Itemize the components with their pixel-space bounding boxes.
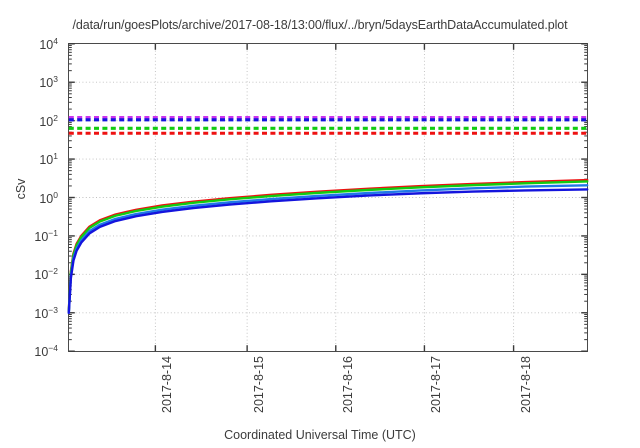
accumulated-dose-lightblue [67, 184, 589, 314]
y-tick-label: 10−3 [34, 304, 58, 321]
x-tick-label: 2017-8-16 [340, 356, 355, 414]
x-tick-label: 2017-8-18 [518, 356, 533, 414]
data-curves [67, 178, 589, 314]
y-tick-label: 104 [39, 35, 58, 52]
y-tick-label: 103 [39, 74, 58, 91]
accumulated-dose-green [67, 180, 589, 313]
accumulated-dose-blue [67, 188, 589, 314]
x-tick-label: 2017-8-15 [252, 356, 267, 414]
accumulated-dose-red [67, 178, 589, 313]
y-tick-label: 101 [39, 151, 58, 168]
y-axis-label: cSv [14, 178, 28, 200]
y-tick-label: 10−2 [34, 266, 58, 283]
threshold-lines [68, 116, 588, 135]
y-tick-label: 10−1 [34, 227, 58, 245]
y-tick-label: 102 [39, 112, 58, 129]
y-tick-label: 10−4 [34, 343, 58, 360]
y-tick-label: 100 [39, 189, 58, 206]
x-tick-label: 2017-8-17 [429, 356, 444, 414]
x-axis-label: Coordinated Universal Time (UTC) [224, 428, 416, 442]
x-tick-label: 2017-8-14 [160, 356, 175, 414]
page-title: /data/run/goesPlots/archive/2017-08-18/1… [72, 18, 568, 32]
